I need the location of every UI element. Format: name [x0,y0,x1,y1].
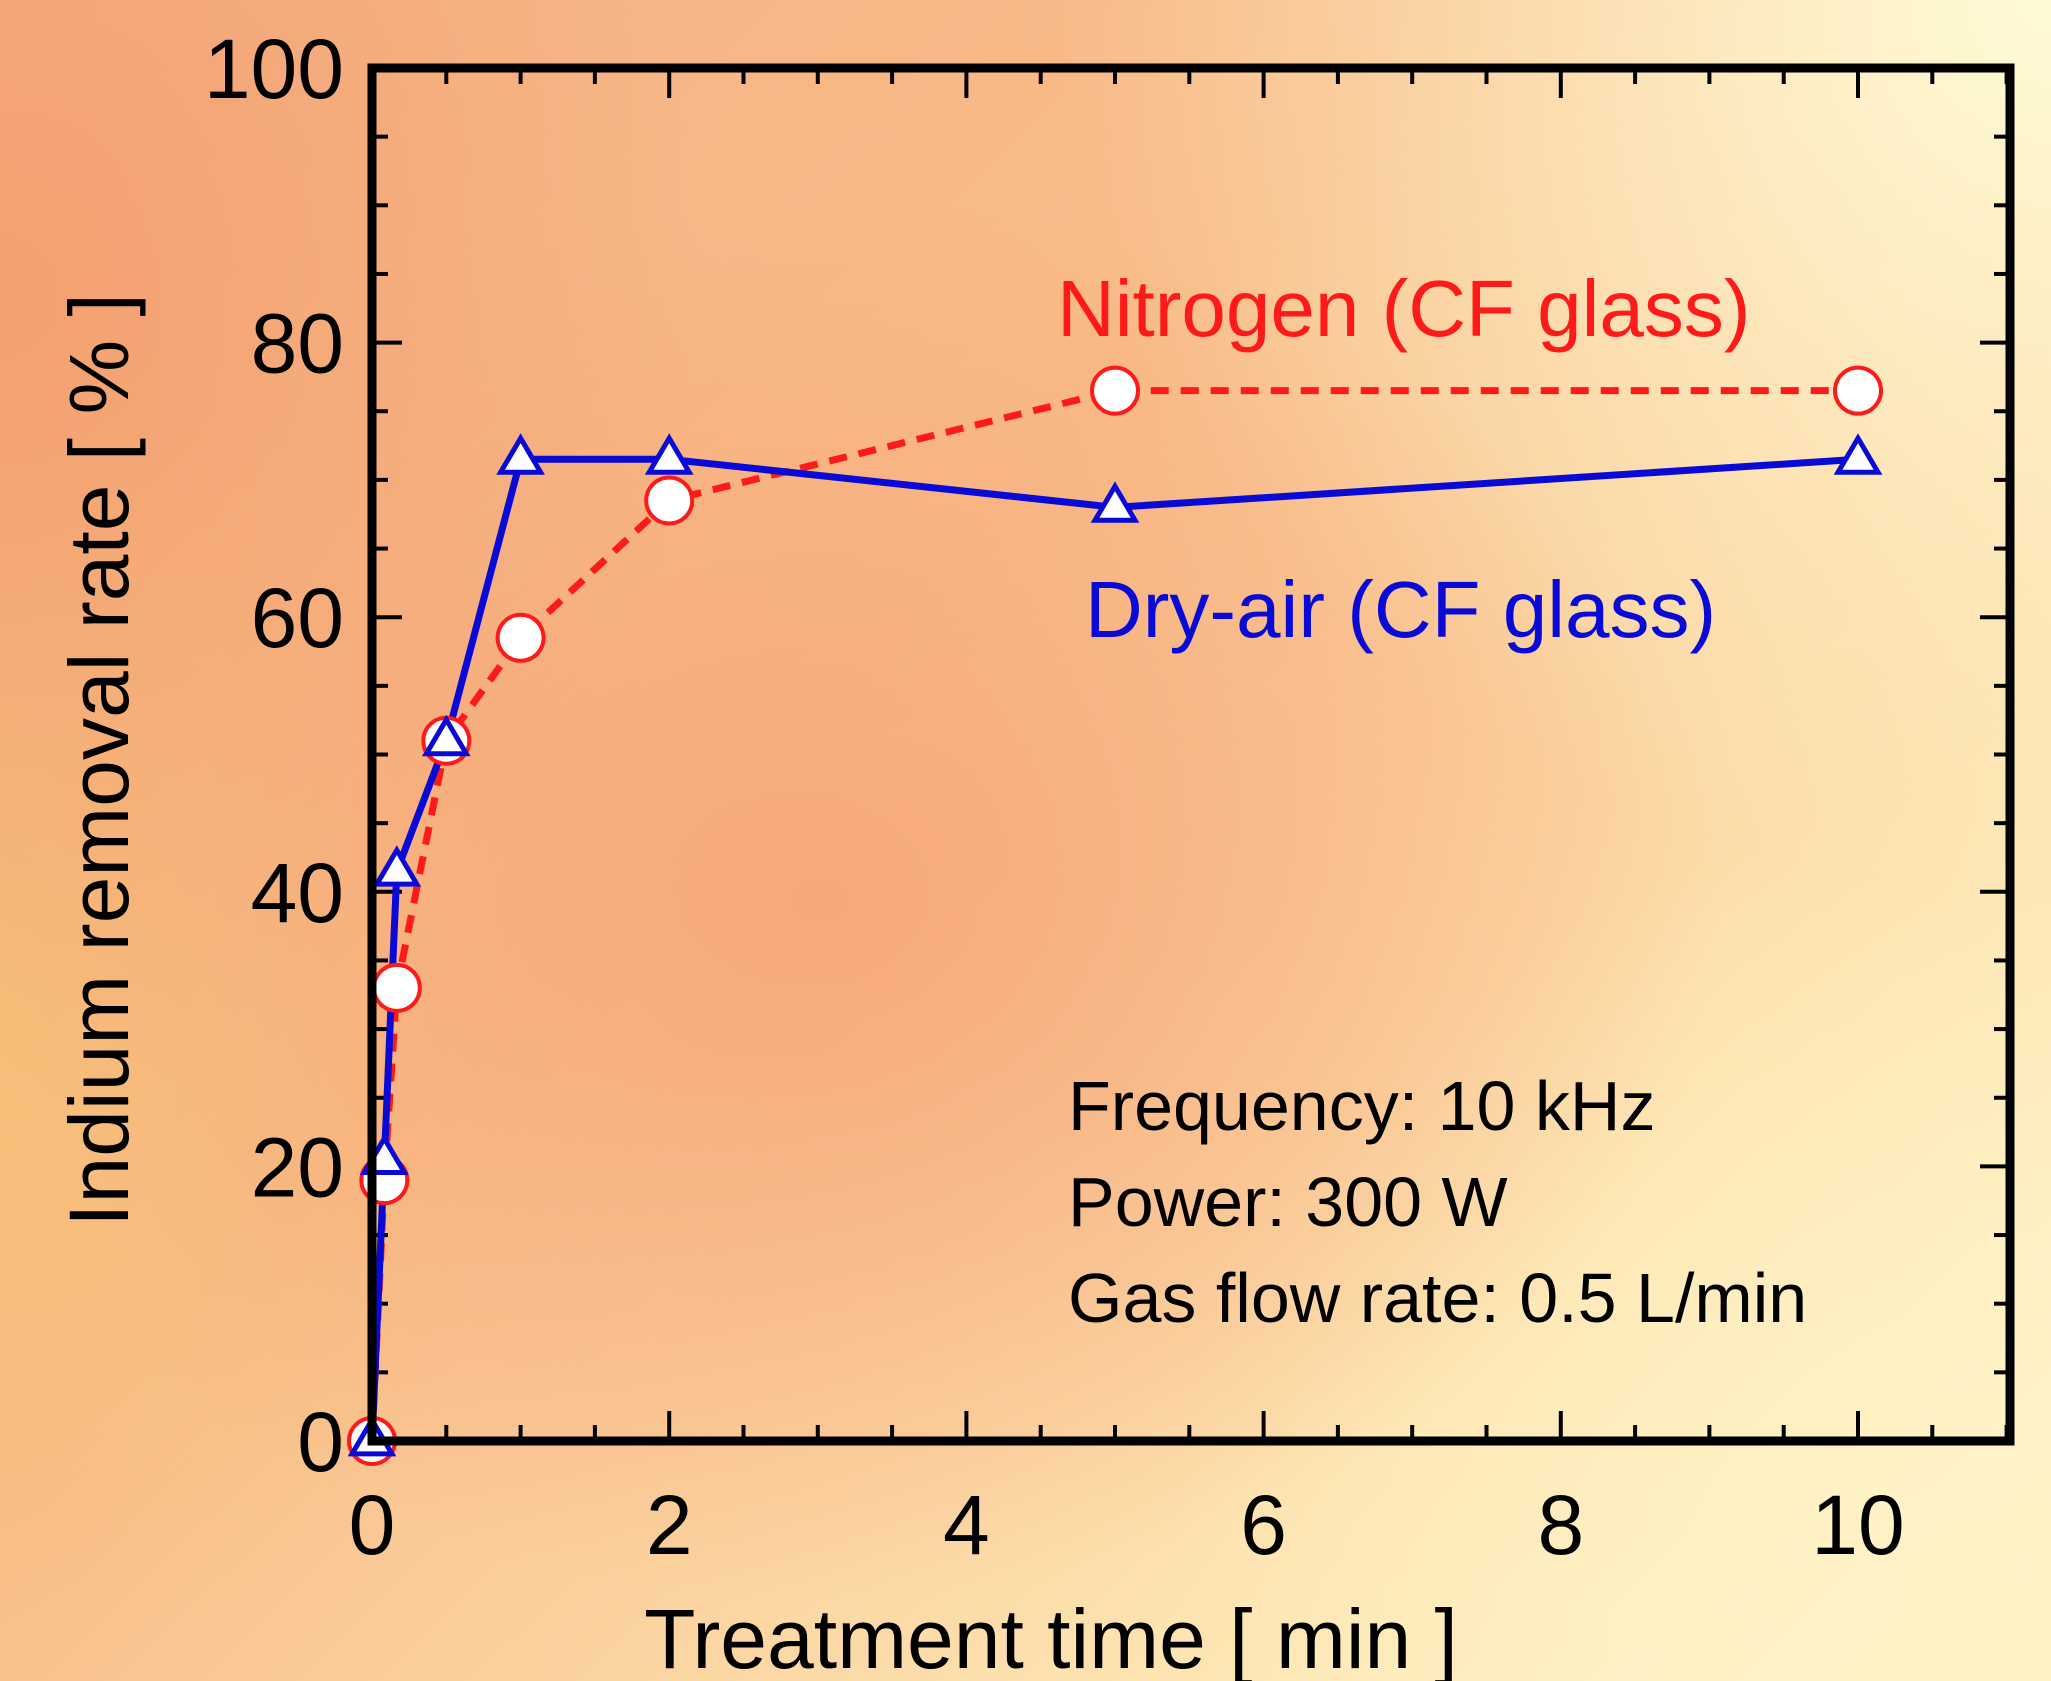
data-point-dry-air [421,714,471,757]
y-tick-label: 80 [251,297,344,391]
y-tick-label: 60 [251,571,344,665]
x-tick-label: 6 [1240,1478,1287,1572]
data-point-dry-air [644,433,694,475]
data-point-nitrogen [371,962,422,1013]
data-point-dry-air [1090,481,1140,523]
data-point-nitrogen [495,612,546,663]
y-tick-label: 40 [251,846,344,940]
x-tick-label: 10 [1811,1478,1904,1572]
data-point-nitrogen [644,475,695,526]
plot-frame [367,63,2015,1446]
data-point-dry-air [372,845,422,887]
x-tick-label: 0 [349,1478,396,1572]
series-label-dry-air: Dry-air (CF glass) [1085,565,1716,654]
data-point-nitrogen [1833,365,1883,416]
series-layer [347,365,1883,1466]
x-tick-label: 4 [943,1478,990,1572]
series-line-nitrogen [368,387,1858,1442]
annotation-power: Power: 300 W [1068,1163,1508,1241]
x-tick-label: 8 [1537,1478,1584,1572]
x-axis-title: Treatment time [ min ] [644,1592,1458,1681]
series-label-nitrogen: Nitrogen (CF glass) [1057,264,1751,353]
x-tick-label: 2 [646,1478,693,1572]
y-tick-label: 100 [204,22,344,116]
y-axis-title: Indium removal rate [ % ] [52,293,146,1227]
annotation-frequency: Frequency: 10 kHz [1068,1067,1655,1145]
y-tick-label: 0 [297,1395,344,1489]
data-point-nitrogen [1090,365,1140,416]
y-tick-label: 20 [251,1120,344,1214]
series-line-dry-air [368,455,1859,1442]
data-point-dry-air [1833,433,1883,475]
data-point-dry-air [496,433,545,475]
annotation-gas-flow: Gas flow rate: 0.5 L/min [1068,1259,1807,1337]
